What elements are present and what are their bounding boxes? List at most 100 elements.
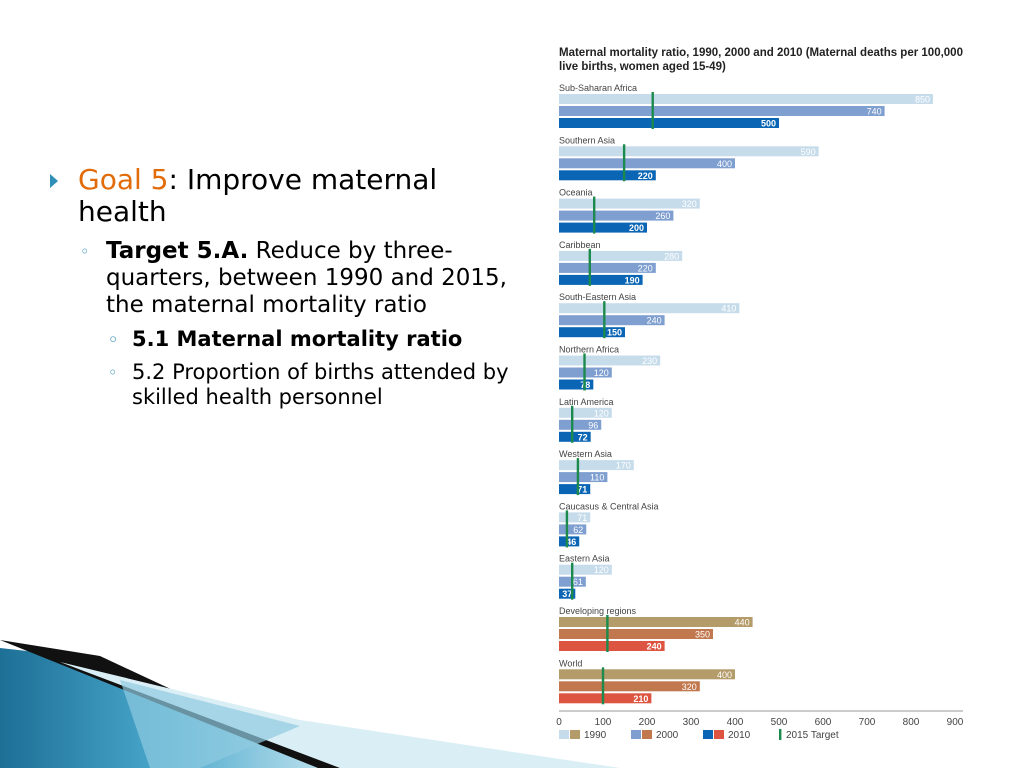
slide-text: Goal 5: Improve maternal health ◦ Target… [50,164,520,410]
x-tick-label: 500 [771,717,788,728]
indicator-text: 5.1 Maternal mortality ratio [132,327,463,351]
x-tick-label: 400 [727,717,744,728]
legend-label: 2015 Target [786,730,839,741]
goal-heading: Goal 5: Improve maternal health [50,164,520,228]
legend-swatch [570,730,580,739]
bar [559,315,665,326]
category-label: Caribbean [559,240,601,250]
bar-value-label: 590 [801,147,816,157]
bar [559,617,753,627]
bar-value-label: 320 [682,682,697,692]
x-tick-label: 300 [683,717,700,728]
target-marker [588,248,591,286]
bar [559,222,647,233]
bar-value-label: 170 [616,461,631,471]
arrow-bullet-icon [50,174,58,188]
indicator-item: ◦ 5.1 Maternal mortality ratio [106,327,520,352]
bar [559,106,885,116]
bar [559,460,634,471]
bar [559,303,740,314]
bar [559,693,652,704]
indicator-item: ◦ 5.2 Proportion of births attended by s… [106,360,520,410]
chart-title: Maternal mortality ratio, 1990, 2000 and… [559,47,963,73]
legend-swatch [703,730,713,739]
bar-value-label: 61 [573,577,583,587]
bar [559,588,576,599]
bar-value-label: 150 [607,328,622,338]
bar [559,274,643,285]
target-marker [606,615,609,652]
x-tick-label: 900 [947,717,964,728]
target-marker [576,458,580,496]
decorative-swoosh [0,640,620,768]
legend-swatch [642,730,652,739]
category-label: South-Eastern Asia [559,292,636,302]
bar-value-label: 350 [695,630,710,640]
bar [559,407,612,418]
bar [559,681,700,692]
bar [559,250,683,261]
category-label: Latin America [559,397,614,407]
bar [559,118,779,128]
bar-value-label: 71 [577,485,587,495]
bar-value-label: 260 [655,211,670,221]
bar [559,94,933,104]
category-label: Western Asia [559,449,612,459]
bar [559,262,656,273]
bar [559,641,665,651]
bar-value-label: 72 [578,432,588,442]
target-marker [571,562,574,600]
bar-value-label: 320 [682,199,697,209]
bar-value-label: 230 [642,356,657,366]
bar-value-label: 400 [717,159,732,169]
bar [559,210,674,221]
target-marker [622,144,626,182]
bar-value-label: 210 [633,694,648,704]
bar [559,536,580,547]
bar-value-label: 220 [638,263,653,273]
bar [559,472,608,483]
bar-value-label: 410 [721,304,736,314]
category-label: Oceania [559,188,593,198]
x-tick-label: 0 [556,717,562,728]
bar-value-label: 46 [566,537,576,547]
legend-label: 2010 [728,730,751,741]
circle-bullet-icon: ◦ [108,330,119,349]
chart-plot: Sub-Saharan Africa 850 740 500 Southern Asia… [556,83,964,741]
bar [559,629,713,639]
bar [559,355,661,366]
x-tick-label: 800 [903,717,920,728]
target-marker [651,92,654,129]
target-marker [583,353,586,391]
bar [559,431,591,442]
bar-value-label: 37 [562,589,572,599]
x-tick-label: 200 [639,717,656,728]
bar [559,564,612,575]
bar-value-label: 96 [588,420,598,430]
bar-value-label: 120 [594,368,609,378]
circle-bullet-icon: ◦ [108,363,118,382]
category-label: Northern Africa [559,345,619,355]
legend-target-swatch [779,729,782,740]
bar-value-label: 240 [647,316,662,326]
target-marker [601,667,605,705]
target-item: ◦ Target 5.A. Reduce by three-quarters, … [78,238,520,319]
bar-value-label: 400 [717,670,732,680]
bar [559,484,591,495]
bar [559,669,735,680]
target-marker [565,510,569,548]
circle-bullet-icon: ◦ [80,242,90,261]
bar-value-label: 220 [638,171,653,181]
bar-value-label: 280 [664,251,679,261]
bar [559,198,700,209]
target-marker [603,301,606,339]
bar-value-label: 740 [867,107,882,117]
bar-value-label: 120 [594,408,609,418]
bar-value-label: 71 [577,513,587,523]
legend-label: 2000 [656,730,679,741]
goal-title: : Improve maternal health [78,163,438,228]
bar [559,419,602,430]
x-tick-label: 700 [859,717,876,728]
bar [559,170,656,181]
legend-swatch [714,730,724,739]
